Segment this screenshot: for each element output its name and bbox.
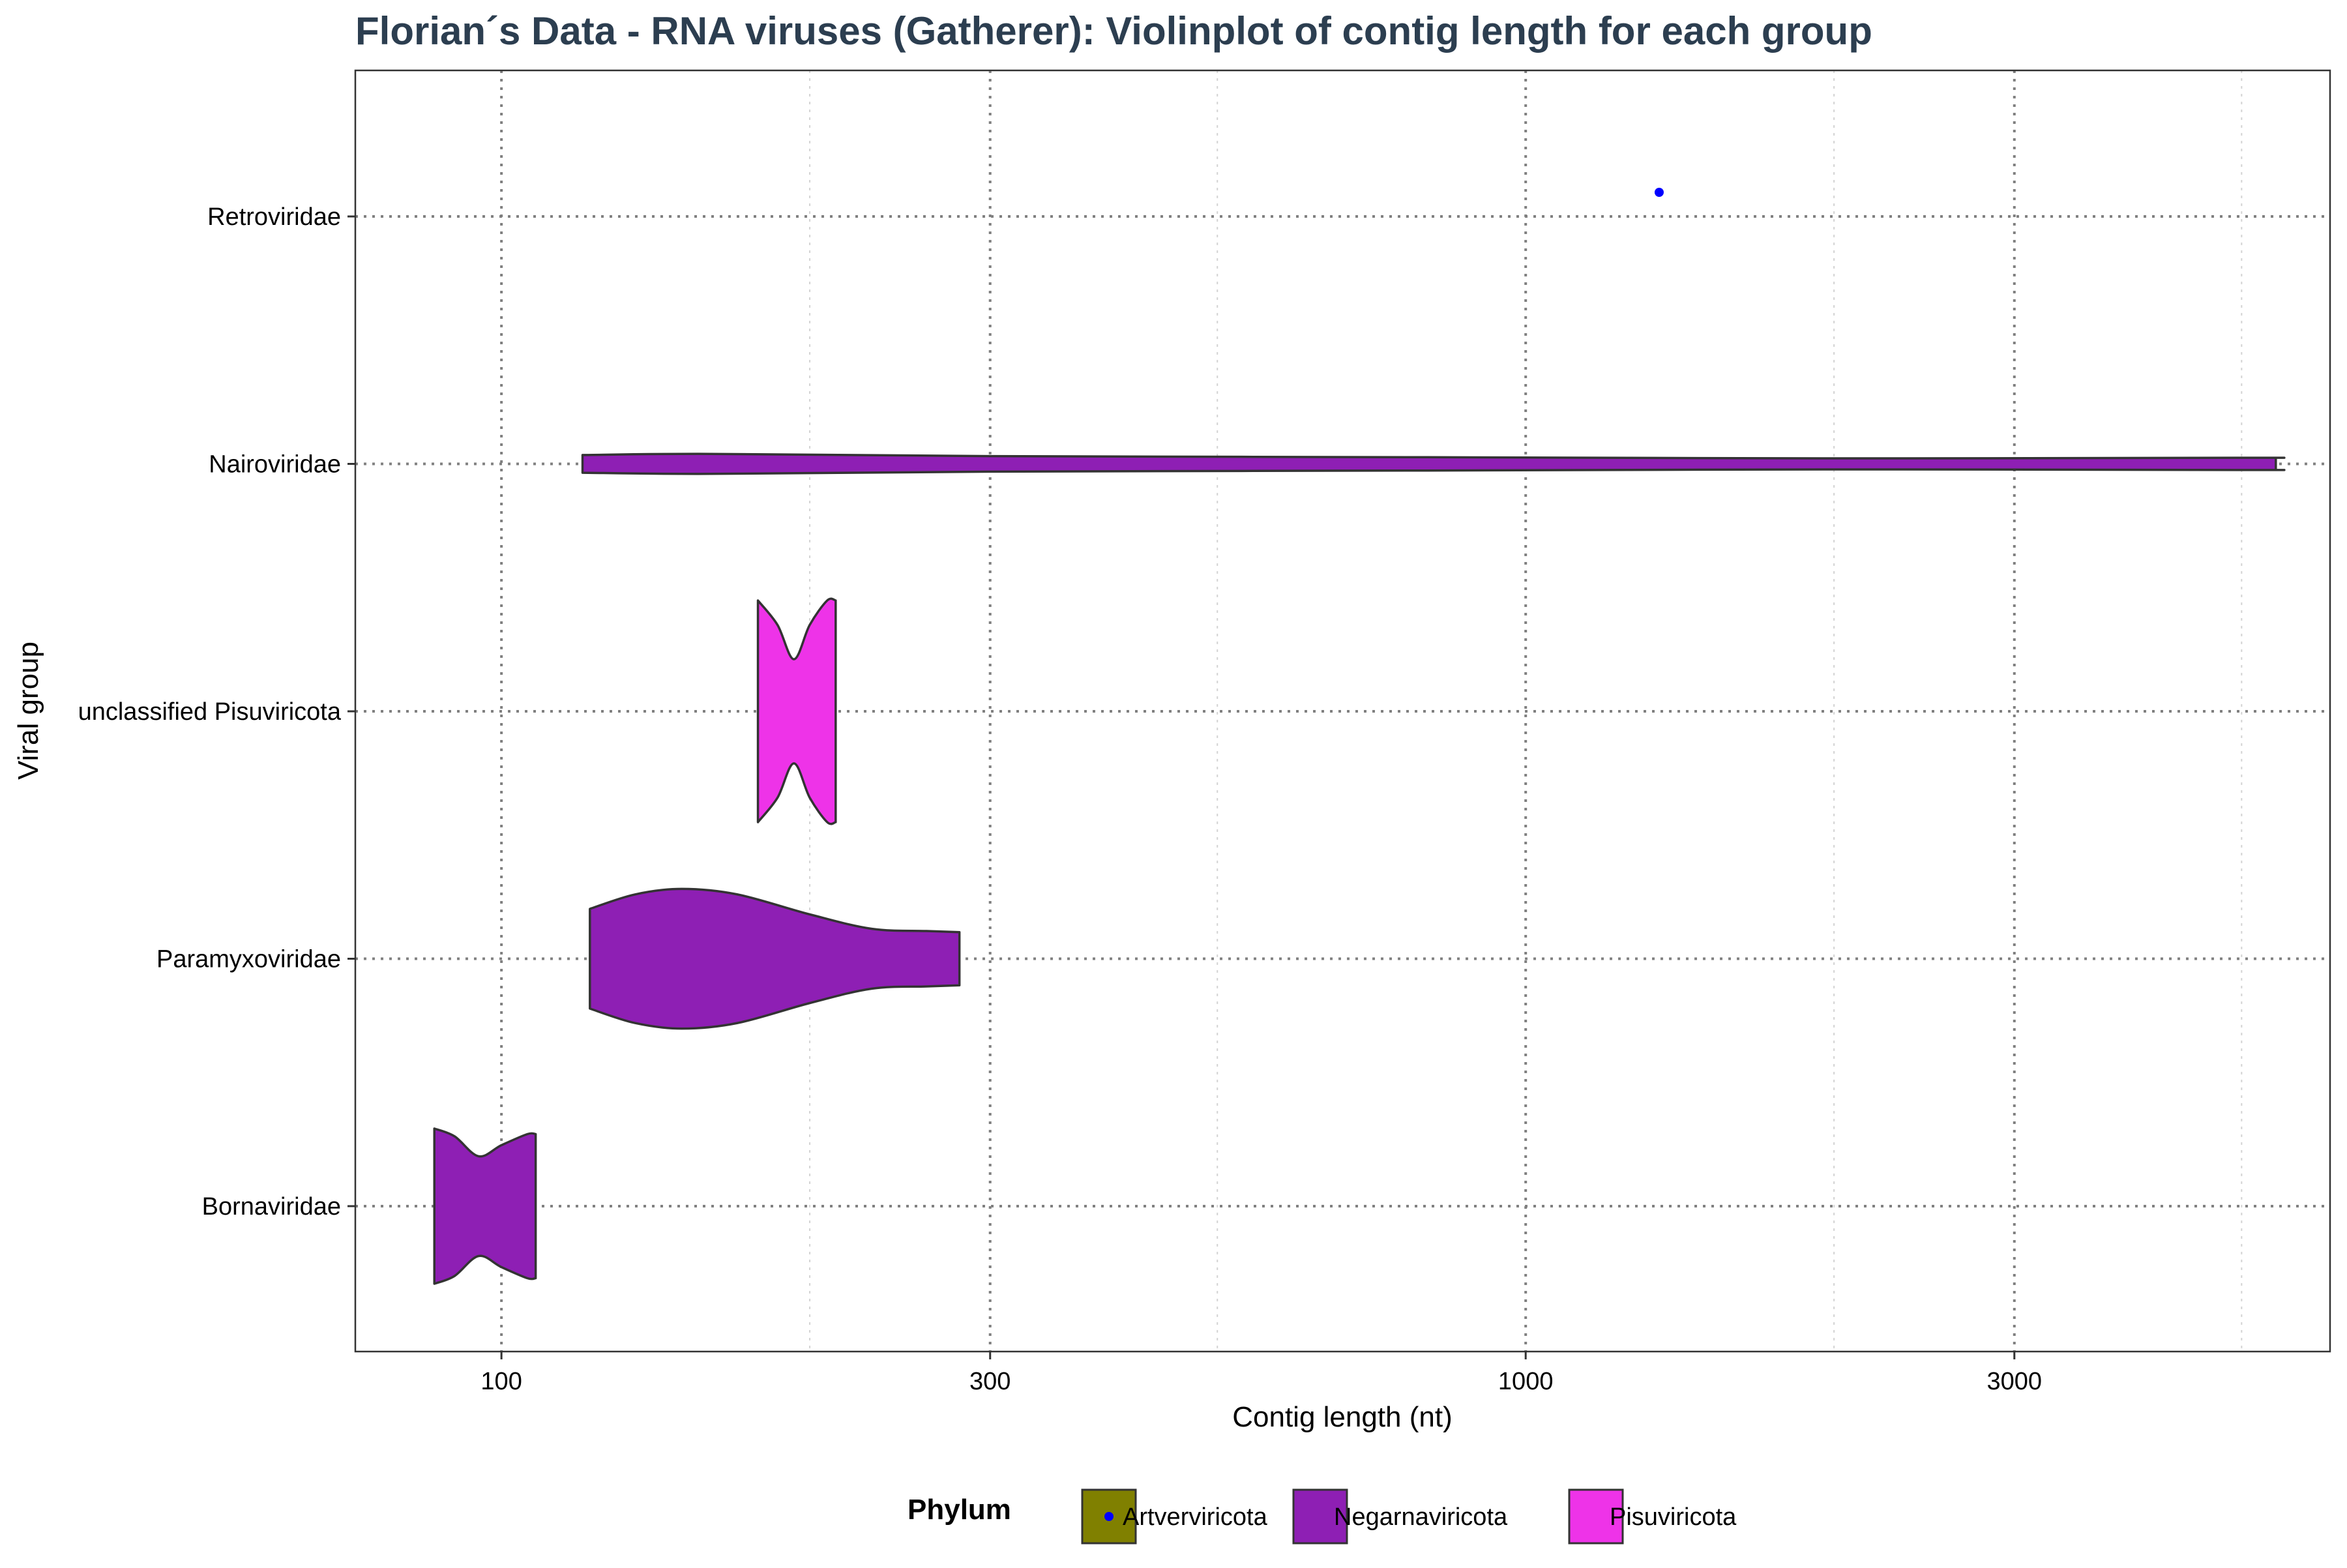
y-axis-label: Viral group [12, 642, 44, 780]
data-point-retroviridae [1654, 188, 1664, 197]
violin-paramyxoviridae [589, 887, 961, 1030]
legend-key [1568, 1488, 1624, 1545]
y-tick-label: Retroviridae [207, 203, 341, 231]
violin-nairoviridae [581, 452, 2286, 475]
legend-label: Pisuviricota [1610, 1503, 1737, 1531]
legend-title: Phylum [908, 1494, 1011, 1526]
chart-title: Florian´s Data - RNA viruses (Gatherer):… [355, 9, 1872, 53]
x-tick-label: 100 [480, 1368, 522, 1395]
x-axis: 100 300 1000 3000 [480, 1352, 2042, 1395]
plot-area [355, 70, 2330, 1352]
y-tick-label: Paramyxoviridae [156, 946, 341, 973]
y-axis: Bornaviridae Paramyxoviridae unclassified … [78, 203, 355, 1220]
x-axis-label: Contig length (nt) [1232, 1401, 1453, 1433]
x-tick-label: 1000 [1498, 1368, 1554, 1395]
violin-unclassified-pisuviricota [756, 597, 837, 825]
legend-key [1292, 1488, 1348, 1545]
legend-item-pisuviricota: Pisuviricota [1568, 1488, 1737, 1545]
legend-item-negarnaviricota: Negarnaviricota [1292, 1488, 1508, 1545]
legend-item-artverviricota: Artverviricota [1081, 1488, 1268, 1545]
y-tick-label: Bornaviridae [202, 1193, 341, 1220]
y-tick-label: Nairoviridae [209, 451, 341, 479]
legend: Phylum Artverviricota Negarnaviricota Pisu… [908, 1488, 1737, 1545]
x-tick-label: 300 [969, 1368, 1011, 1395]
x-tick-label: 3000 [1987, 1368, 2043, 1395]
legend-point-key [1104, 1512, 1114, 1521]
y-tick-label: unclassified Pisuviricota [78, 698, 342, 726]
legend-label: Artverviricota [1123, 1503, 1268, 1531]
violin-bornaviridae [433, 1127, 537, 1285]
legend-label: Negarnaviricota [1334, 1503, 1508, 1531]
